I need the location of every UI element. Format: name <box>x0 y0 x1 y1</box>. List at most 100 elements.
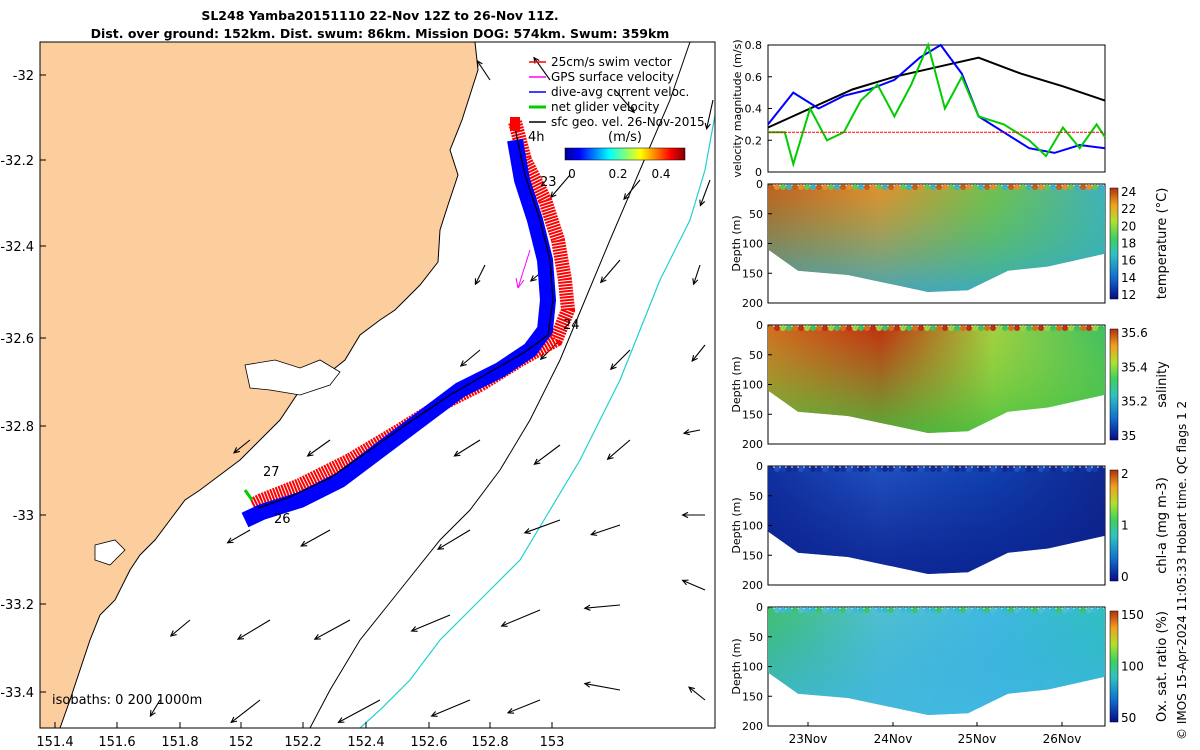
velocity-arrowhead <box>476 59 483 67</box>
profile-surface-dot <box>1020 184 1026 190</box>
profile-surface-dot <box>810 325 816 331</box>
lon-tick-label: 152 <box>229 735 254 750</box>
velocity-arrowhead <box>459 360 467 367</box>
velocity-arrowhead <box>681 579 689 586</box>
profile-surface-dot <box>978 184 984 190</box>
lon-tick-label: 151.4 <box>36 735 73 750</box>
profile-surface-dot <box>1092 184 1098 190</box>
section-ytick-label: 0 <box>756 460 763 473</box>
glider-track <box>241 117 576 528</box>
profile-surface-dot <box>834 607 840 613</box>
profile-surface-dot <box>840 607 846 613</box>
profile-surface-dot <box>990 325 996 331</box>
velocity-ytick-label: 0.8 <box>745 39 763 52</box>
profile-surface-dot <box>792 466 798 472</box>
profile-surface-dot <box>768 325 774 331</box>
profile-surface-dot <box>972 607 978 613</box>
profile-surface-dot <box>984 466 990 472</box>
profile-surface-dot <box>1038 466 1044 472</box>
velocity-arrowhead <box>590 530 598 536</box>
profile-surface-dot <box>966 325 972 331</box>
velocity-arrow <box>474 264 486 285</box>
profile-surface-dot <box>960 607 966 613</box>
profile-surface-dot <box>1044 466 1050 472</box>
profile-surface-dot <box>798 607 804 613</box>
profile-surface-dot <box>1050 325 1056 331</box>
profile-surface-dot <box>948 325 954 331</box>
profile-surface-dot <box>930 184 936 190</box>
velocity-arrow <box>460 349 481 367</box>
section-ytick-label: 0 <box>756 601 763 614</box>
profile-surface-dot <box>1068 607 1074 613</box>
profile-surface-dot <box>930 607 936 613</box>
lat-tick-label: -32.2 <box>0 154 34 169</box>
profile-surface-dot <box>810 466 816 472</box>
profile-surface-dot <box>1044 607 1050 613</box>
colorbar-tick-label: 35 <box>1121 429 1136 443</box>
profile-surface-dot <box>954 607 960 613</box>
velocity-arrow <box>600 259 621 283</box>
profile-surface-dot <box>948 466 954 472</box>
time-tick-label: 25Nov <box>958 732 997 746</box>
colorbar-tick-label: 16 <box>1121 254 1136 268</box>
profile-surface-dot <box>780 466 786 472</box>
lat-tick-label: -32.6 <box>0 332 34 347</box>
profile-surface-dot <box>912 325 918 331</box>
profile-surface-dot <box>816 466 822 472</box>
profile-surface-dot <box>936 466 942 472</box>
colorbar-tick-2: 0.4 <box>651 167 670 181</box>
profile-surface-dot <box>1002 607 1008 613</box>
profile-surface-dot <box>924 466 930 472</box>
profile-surface-dot <box>984 607 990 613</box>
section-ytick-label: 50 <box>749 349 763 362</box>
profile-surface-dot <box>834 325 840 331</box>
velocity-arrow <box>227 529 251 544</box>
velocity-arrow <box>507 699 541 714</box>
profile-surface-dot <box>846 466 852 472</box>
profile-surface-dot <box>1014 184 1020 190</box>
velocity-arrow <box>688 686 706 701</box>
profile-surface-dot <box>966 184 972 190</box>
isobath-1000m <box>359 114 715 728</box>
section-ytick-label: 100 <box>742 520 763 533</box>
day-label-0: 4h <box>528 130 545 145</box>
profile-surface-dot <box>792 325 798 331</box>
profile-surface-dot <box>960 325 966 331</box>
velocity-arrow <box>476 60 491 81</box>
section-depth-shade <box>768 186 1105 292</box>
section-ytick-label: 50 <box>749 208 763 221</box>
profile-surface-dot <box>804 466 810 472</box>
profile-surface-dot <box>996 325 1002 331</box>
velocity-arrowhead <box>523 528 531 534</box>
profile-surface-dot <box>828 184 834 190</box>
velocity-series-line <box>767 43 1106 154</box>
profile-surface-dot <box>936 325 942 331</box>
profile-surface-dot <box>924 325 930 331</box>
profile-surface-dot <box>942 466 948 472</box>
velocity-arrowhead <box>692 278 699 286</box>
profile-surface-dot <box>876 184 882 190</box>
profile-surface-dot <box>864 607 870 613</box>
profile-surface-dot <box>996 184 1002 190</box>
velocity-arrow <box>591 524 621 536</box>
profile-surface-dot <box>984 184 990 190</box>
profile-surface-dot <box>972 184 978 190</box>
section-ytick-label: 200 <box>742 579 763 592</box>
profile-surface-dot <box>786 607 792 613</box>
profile-surface-dot <box>846 607 852 613</box>
profile-surface-dot <box>864 466 870 472</box>
profile-surface-dot <box>1086 466 1092 472</box>
profile-surface-dot <box>942 607 948 613</box>
profile-surface-dot <box>852 325 858 331</box>
colorbar-tick-1: 0.2 <box>608 167 627 181</box>
legend-entry: net glider velocity <box>551 100 659 114</box>
colorbar-tick-label: 35.6 <box>1121 326 1148 340</box>
velocity-arrowhead <box>230 716 238 724</box>
velocity-arrow <box>683 429 701 434</box>
lat-tick-label: -32.8 <box>0 420 34 435</box>
velocity-arrowhead <box>500 621 508 627</box>
velocity-arrow <box>233 439 251 454</box>
profile-surface-dot <box>882 325 888 331</box>
lat-tick-label: -32 <box>13 69 34 84</box>
